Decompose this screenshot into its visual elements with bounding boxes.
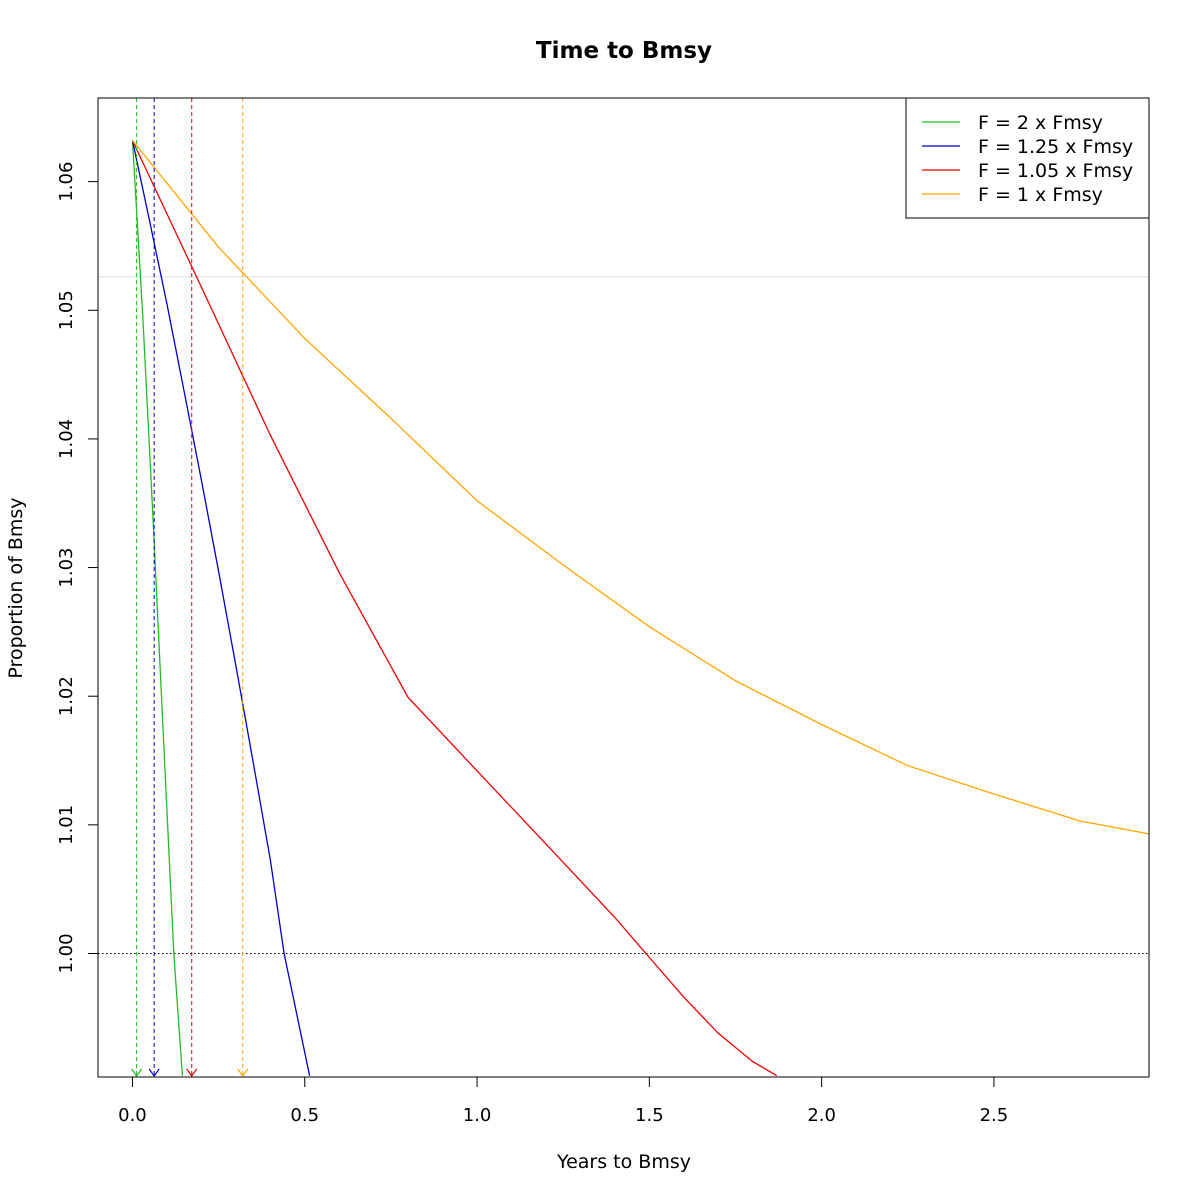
x-tick-label-2: 1.0	[463, 1105, 492, 1126]
series-line-2	[131, 140, 778, 1077]
y-tick-label-3: 1.03	[56, 548, 77, 588]
y-tick-label-2: 1.02	[56, 676, 77, 716]
x-tick-label-4: 2.0	[807, 1105, 836, 1126]
y-tick-label-0: 1.00	[56, 933, 77, 973]
plot-frame	[97, 97, 1150, 1078]
x-tick-label-5: 2.5	[980, 1105, 1009, 1126]
x-axis-title: Years to Bmsy	[556, 1151, 691, 1173]
y-axis: 1.00 1.01 1.02 1.03 1.04 1.05 1.06	[56, 162, 98, 974]
y-tick-label-1: 1.01	[56, 805, 77, 845]
y-tick-label-6: 1.06	[56, 162, 77, 202]
x-tick-label-1: 0.5	[290, 1105, 319, 1126]
marker-arrow-3	[237, 1068, 249, 1078]
series-line-3	[131, 140, 1149, 835]
marker-layer	[131, 98, 249, 1078]
series-line-1	[131, 140, 311, 1076]
legend-label-1: F = 1.25 x Fmsy	[978, 136, 1133, 158]
y-tick-label-5: 1.05	[56, 290, 77, 330]
legend-label-2: F = 1.05 x Fmsy	[978, 160, 1133, 182]
series-line-0	[131, 140, 184, 1076]
legend-label-0: F = 2 x Fmsy	[978, 112, 1103, 134]
legend-box	[905, 97, 1150, 219]
reference-lines	[98, 276, 1149, 954]
y-axis-title: Proportion of Bmsy	[5, 497, 27, 678]
chart-title: Time to Bmsy	[536, 38, 712, 64]
x-tick-label-3: 1.5	[635, 1105, 664, 1126]
marker-arrow-2	[186, 1068, 198, 1078]
x-axis: 0.0 0.5 1.0 1.5 2.0 2.5	[118, 1076, 1009, 1126]
series-layer	[131, 140, 1149, 1077]
y-tick-label-4: 1.04	[56, 419, 77, 459]
x-tick-label-0: 0.0	[118, 1105, 147, 1126]
marker-arrow-0	[131, 1068, 143, 1078]
marker-arrow-1	[148, 1068, 160, 1078]
legend-label-3: F = 1 x Fmsy	[978, 184, 1103, 206]
